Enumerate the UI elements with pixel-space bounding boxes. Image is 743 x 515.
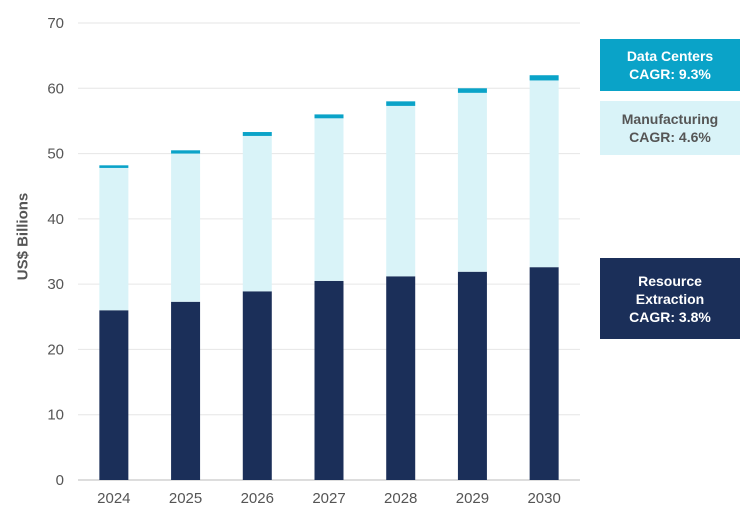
y-tick-label: 70 <box>47 15 64 32</box>
legend-resource-cagr: CAGR: 3.8% <box>629 308 711 325</box>
bar-resource-extraction-2027 <box>314 280 344 480</box>
bar-resource-extraction-2028 <box>386 276 416 480</box>
y-tick-label: 40 <box>47 211 64 228</box>
bar-manufacturing-2024 <box>99 167 129 311</box>
bar-manufacturing-2030 <box>529 80 559 268</box>
legend-resource-name-1: Resource <box>638 272 702 289</box>
y-tick-label: 0 <box>56 472 64 489</box>
bar-resource-extraction-2026 <box>242 291 272 480</box>
legend-data-centers-name: Data Centers <box>626 48 714 64</box>
y-tick-label: 60 <box>47 80 64 97</box>
bar-data-centers-2028 <box>386 101 416 106</box>
x-tick-label: 2027 <box>312 490 345 507</box>
legend-data-centers-cagr: CAGR: 9.3% <box>629 66 711 82</box>
bar-resource-extraction-2029 <box>457 271 487 480</box>
bar-manufacturing-2025 <box>171 153 201 302</box>
bar-data-centers-2027 <box>314 114 344 119</box>
x-tick-label: 2024 <box>97 490 130 507</box>
y-axis-label: US$ Billions <box>14 192 32 281</box>
y-tick-label: 20 <box>47 341 64 358</box>
legend-manufacturing-cagr: CAGR: 4.6% <box>629 129 711 145</box>
x-tick-label: 2026 <box>241 490 274 507</box>
y-tick-label: 30 <box>47 276 64 293</box>
x-tick-label: 2029 <box>456 490 489 507</box>
bar-data-centers-2029 <box>457 88 487 93</box>
bar-data-centers-2025 <box>171 150 201 154</box>
x-tick-label: 2025 <box>169 490 202 507</box>
bar-resource-extraction-2030 <box>529 267 559 480</box>
legend-manufacturing-name: Manufacturing <box>621 111 719 127</box>
bar-resource-extraction-2025 <box>171 301 201 480</box>
bar-resource-extraction-2024 <box>99 310 129 480</box>
bar-manufacturing-2026 <box>242 135 272 292</box>
bar-manufacturing-2028 <box>386 105 416 277</box>
bar-manufacturing-2027 <box>314 118 344 281</box>
y-tick-label: 10 <box>47 407 64 424</box>
legend-resource-name-2: Extraction <box>635 290 705 307</box>
legend-manufacturing: Manufacturing CAGR: 4.6% <box>600 101 740 155</box>
legend-resource-extraction: Resource Extraction CAGR: 3.8% <box>600 258 740 339</box>
legend-data-centers: Data Centers CAGR: 9.3% <box>600 39 740 91</box>
y-tick-label: 50 <box>47 146 64 163</box>
x-tick-label: 2028 <box>384 490 417 507</box>
x-tick-label: 2030 <box>527 490 560 507</box>
bar-data-centers-2024 <box>99 165 129 168</box>
bar-data-centers-2026 <box>242 132 272 136</box>
bar-manufacturing-2029 <box>457 92 487 272</box>
bar-data-centers-2030 <box>529 75 559 81</box>
